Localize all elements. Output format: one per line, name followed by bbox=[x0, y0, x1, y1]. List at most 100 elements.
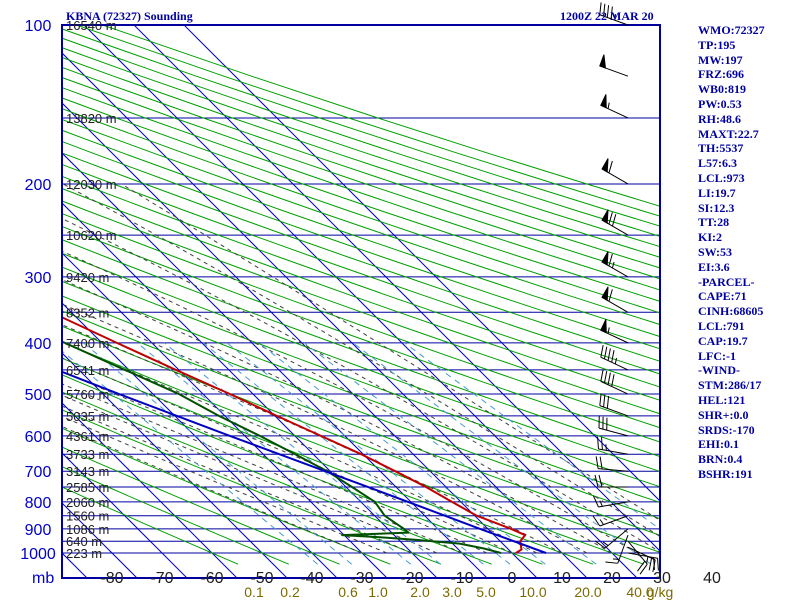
dry-adiabat-line bbox=[62, 486, 239, 565]
isotherm-line bbox=[133, 25, 660, 552]
dry-adiabat-line bbox=[62, 175, 660, 388]
dry-adiabat-line bbox=[62, 295, 660, 520]
mixing-ratio-label: 10.0 bbox=[519, 584, 546, 600]
height-label: 4361 m bbox=[66, 429, 109, 444]
mixing-ratio-label: 2.0 bbox=[410, 584, 430, 600]
index-item: CAP:19.7 bbox=[698, 333, 748, 348]
moist-adiabat-line bbox=[62, 341, 538, 554]
dry-adiabat-line bbox=[62, 239, 660, 458]
wind-barb bbox=[627, 540, 648, 575]
moist-adiabat-line bbox=[62, 357, 513, 554]
mixing-ratio-label: 5.0 bbox=[476, 584, 496, 600]
dry-adiabat-line bbox=[62, 140, 660, 350]
height-label: 7400 m bbox=[66, 336, 109, 351]
temperature-trace bbox=[62, 316, 527, 554]
index-item: MW:197 bbox=[698, 52, 743, 67]
index-item: -WIND- bbox=[698, 363, 740, 378]
dry-adiabat-line bbox=[62, 252, 660, 473]
height-label: 1086 m bbox=[66, 522, 109, 537]
moist-adiabat-line bbox=[62, 425, 363, 554]
mixing-ratio-line bbox=[83, 342, 353, 565]
dry-adiabat-line bbox=[76, 25, 660, 217]
index-item: LFC:-1 bbox=[698, 348, 736, 363]
isotherm-line bbox=[62, 402, 238, 578]
moist-adiabat-line bbox=[62, 370, 488, 554]
index-item: CINH:68605 bbox=[698, 304, 764, 319]
wind-barb bbox=[594, 474, 628, 488]
isotherm-line bbox=[62, 102, 538, 578]
height-label: 9420 m bbox=[66, 270, 109, 285]
wind-barb bbox=[627, 546, 656, 573]
index-item: SHR+:0.0 bbox=[698, 407, 749, 422]
wind-barb bbox=[600, 344, 629, 371]
dry-adiabat-line bbox=[62, 325, 660, 553]
index-item: KI:2 bbox=[698, 230, 722, 245]
index-item: LCL:973 bbox=[698, 170, 745, 185]
height-label: 2585 m bbox=[66, 480, 109, 495]
moist-adiabat-line bbox=[62, 383, 463, 554]
index-item: HEL:121 bbox=[698, 392, 746, 407]
wind-barb bbox=[600, 369, 629, 395]
index-item: SW:53 bbox=[698, 244, 733, 259]
mixing-ratio-label: 20.0 bbox=[574, 584, 601, 600]
dry-adiabat-line bbox=[62, 466, 289, 565]
index-item: STM:286/17 bbox=[698, 378, 762, 393]
mixing-ratio-label: g/kg bbox=[647, 584, 673, 600]
index-item: WMO:72327 bbox=[698, 23, 765, 37]
height-label: 10620 m bbox=[66, 228, 117, 243]
observation-time: 1200Z 22 MAR 20 bbox=[560, 9, 654, 23]
isotherm-line bbox=[62, 302, 338, 578]
isotherm-line bbox=[83, 25, 638, 578]
moist-adiabat-line bbox=[62, 303, 588, 554]
wind-barb bbox=[597, 436, 629, 455]
height-label: 223 m bbox=[66, 546, 102, 561]
wind-barb bbox=[599, 393, 629, 417]
moist-adiabat-line bbox=[62, 415, 388, 554]
pressure-axis-label: mb bbox=[32, 570, 54, 587]
height-label: 8352 m bbox=[66, 305, 109, 320]
wind-barb bbox=[600, 94, 629, 119]
wind-barb bbox=[594, 528, 629, 549]
wind-barb bbox=[601, 286, 629, 313]
height-label: 3143 m bbox=[66, 464, 109, 479]
pressure-tick-label: 700 bbox=[25, 464, 52, 481]
temperature-tick-label: 20 bbox=[603, 570, 621, 587]
dry-adiabat-line bbox=[62, 87, 660, 291]
mixing-ratio-line bbox=[62, 350, 318, 565]
index-item: -PARCEL- bbox=[698, 274, 755, 289]
plot-frame bbox=[61, 24, 661, 579]
sounding-traces bbox=[62, 316, 547, 554]
mixing-ratio-line bbox=[202, 342, 484, 565]
index-item: SI:12.3 bbox=[698, 200, 735, 215]
index-item: LCL:791 bbox=[698, 318, 745, 333]
dry-adiabat-line bbox=[62, 409, 442, 565]
index-item: FRZ:696 bbox=[698, 67, 744, 82]
moist-adiabat-line bbox=[62, 250, 638, 554]
isotherm-line bbox=[62, 152, 488, 578]
wind-barb bbox=[592, 515, 629, 527]
dry-adiabat-line bbox=[62, 77, 660, 280]
index-item: EHI:0.1 bbox=[698, 437, 740, 452]
pressure-tick-label: 200 bbox=[25, 177, 52, 194]
index-item: TH:5537 bbox=[698, 141, 744, 156]
index-item: PW:0.53 bbox=[698, 96, 742, 111]
mixing-ratio-line bbox=[136, 342, 412, 565]
dry-adiabat-line bbox=[62, 108, 660, 314]
height-label: 12030 m bbox=[66, 177, 117, 192]
dry-adiabat-line bbox=[62, 129, 660, 338]
dry-adiabat-line bbox=[62, 374, 543, 565]
isotherm-line bbox=[62, 52, 588, 578]
chart-title: KBNA (72327) Sounding bbox=[66, 9, 193, 23]
moist-adiabat-line bbox=[62, 279, 613, 554]
dry-adiabat-line bbox=[62, 266, 660, 488]
isotherm-line bbox=[62, 452, 188, 578]
height-label: 3733 m bbox=[66, 447, 109, 462]
mixing-ratio-line bbox=[163, 342, 441, 565]
temperature-tick-label: -40 bbox=[300, 570, 323, 587]
wind-barbs bbox=[592, 2, 659, 575]
height-label: 6541 m bbox=[66, 363, 109, 378]
mixing-ratio-label: 0.2 bbox=[280, 584, 300, 600]
moist-adiabat-line bbox=[120, 183, 660, 521]
wind-barb bbox=[601, 158, 629, 185]
dry-adiabat-line bbox=[62, 163, 660, 375]
